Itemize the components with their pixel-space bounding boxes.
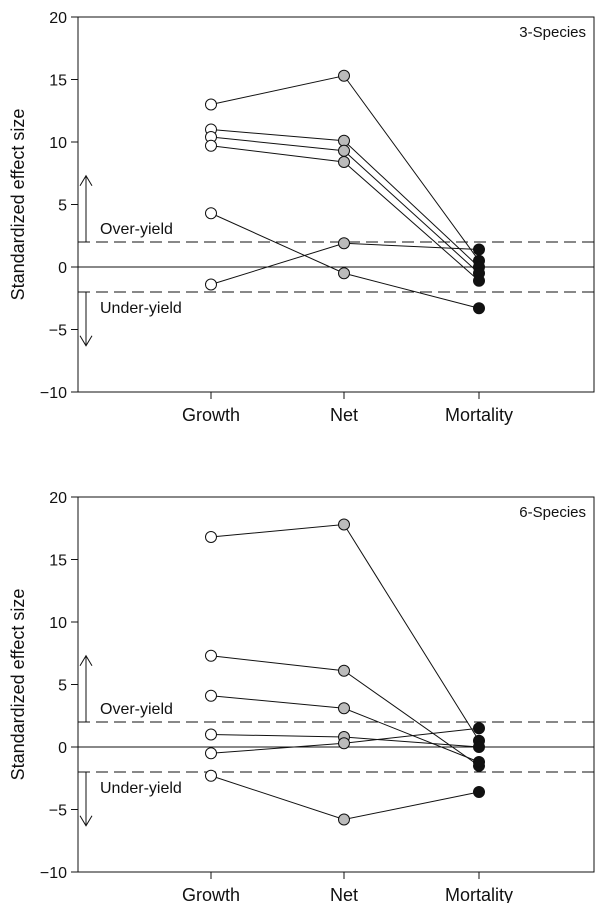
plot-frame — [77, 496, 595, 873]
y-tick-label: 5 — [58, 678, 67, 695]
y-tick-label: −5 — [49, 803, 67, 820]
data-point-net — [338, 156, 350, 168]
data-point-net — [338, 737, 350, 750]
y-tick-label: 0 — [58, 260, 67, 277]
x-category-label: Growth — [182, 405, 240, 425]
x-category-label: Mortality — [445, 405, 513, 425]
data-point-mortality — [473, 302, 485, 315]
panel-3-species: −10 −5 0 5 10 15 20 Growth Net Mortality Standardi… — [8, 10, 595, 425]
data-point-growth — [205, 689, 217, 702]
data-point-mortality — [473, 722, 485, 735]
data-point-growth — [205, 649, 217, 662]
y-tick-label: −10 — [40, 385, 67, 402]
y-axis-label: Standardized effect size — [8, 589, 28, 781]
x-category-label: Net — [330, 885, 358, 903]
data-point-growth — [205, 728, 217, 741]
over-yield-label: Over-yield — [100, 221, 173, 238]
panel-6-species: −10 −5 0 5 10 15 20 Growth Net Mortality Standardi… — [8, 490, 595, 903]
data-point-net — [338, 702, 350, 715]
y-tick-label: 20 — [49, 490, 67, 507]
data-point-net — [338, 813, 350, 826]
data-point-growth — [205, 98, 217, 111]
data-point-net — [338, 69, 350, 82]
data-point-growth — [205, 531, 217, 543]
y-tick-label: 5 — [58, 198, 67, 215]
data-point-growth — [205, 747, 217, 760]
data-point-growth — [205, 139, 217, 152]
data-point-net — [338, 664, 350, 677]
data-point-net — [338, 518, 350, 531]
series-line — [210, 775, 480, 821]
over-yield-label: Over-yield — [100, 701, 173, 718]
data-point-net — [338, 134, 350, 147]
series-line — [210, 75, 480, 262]
y-tick-label: 15 — [49, 553, 67, 570]
data-point-growth — [205, 207, 217, 220]
y-tick-label: 15 — [49, 73, 67, 90]
y-tick-label: 0 — [58, 740, 67, 757]
data-point-net — [338, 267, 350, 280]
data-point-mortality — [473, 786, 485, 798]
series-line — [210, 212, 480, 309]
y-tick-label: 20 — [49, 10, 67, 27]
data-point-mortality — [473, 741, 485, 753]
data-point-mortality — [473, 243, 485, 256]
x-category-label: Mortality — [445, 885, 513, 903]
arrow-head-up-icon — [79, 654, 93, 667]
x-category-label: Growth — [182, 885, 240, 903]
y-axis-label: Standardized effect size — [8, 109, 28, 301]
data-point-growth — [205, 278, 217, 291]
x-category-label: Net — [330, 405, 358, 425]
plot-frame — [77, 16, 595, 393]
arrow-head-down-icon — [79, 815, 93, 827]
data-point-mortality — [473, 274, 485, 287]
data-point-net — [338, 237, 350, 250]
under-yield-label: Under-yield — [100, 780, 182, 797]
arrow-head-up-icon — [79, 174, 93, 187]
under-yield-label: Under-yield — [100, 300, 182, 317]
y-tick-label: 10 — [49, 615, 67, 632]
data-point-net — [338, 144, 350, 157]
arrow-head-down-icon — [79, 335, 93, 347]
data-point-growth — [205, 769, 217, 782]
panel-title: 6-Species — [519, 504, 586, 521]
y-tick-label: −5 — [49, 323, 67, 340]
data-point-mortality — [473, 756, 485, 768]
y-tick-label: 10 — [49, 135, 67, 152]
y-tick-label: −10 — [40, 865, 67, 882]
panel-title: 3-Species — [519, 24, 586, 41]
